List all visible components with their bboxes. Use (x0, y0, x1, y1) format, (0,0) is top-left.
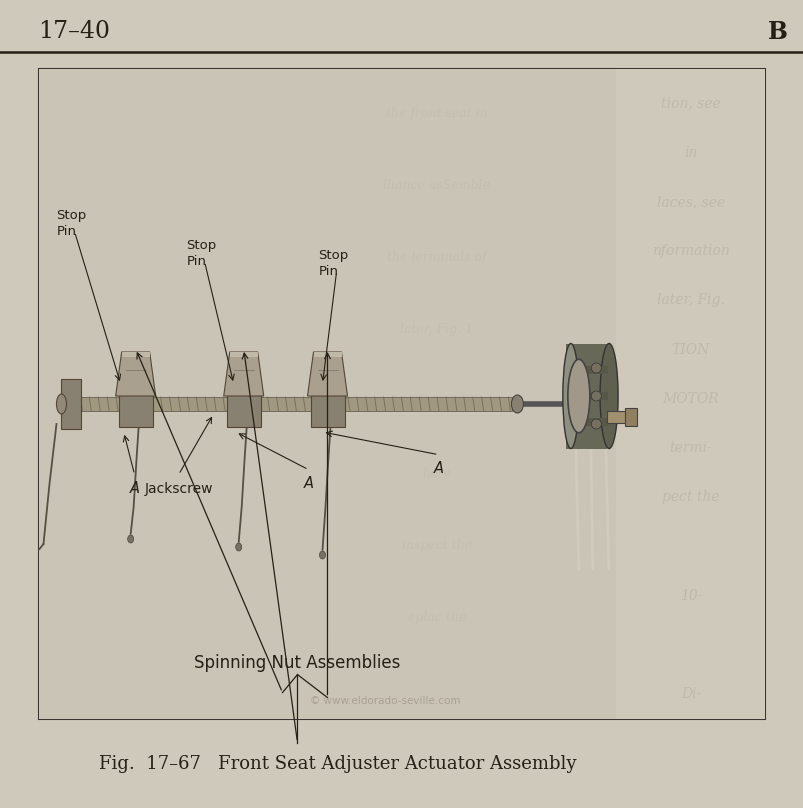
Ellipse shape (511, 395, 523, 413)
Text: inspect the: inspect the (402, 539, 471, 552)
Text: B: B (767, 20, 787, 44)
Bar (605, 411, 626, 423)
Ellipse shape (567, 360, 589, 433)
Bar (313, 352, 341, 357)
Text: laces, see: laces, see (656, 195, 724, 209)
Ellipse shape (562, 343, 578, 448)
Text: the front seat in: the front seat in (385, 107, 487, 120)
Text: © www.eldorado-seville.com: © www.eldorado-seville.com (310, 696, 460, 706)
Text: here: here (422, 467, 450, 480)
Circle shape (590, 391, 601, 401)
Text: lliance asSemble: lliance asSemble (383, 179, 490, 192)
Text: Stop
Pin: Stop Pin (186, 239, 217, 268)
Bar (39, 69, 616, 719)
Polygon shape (307, 352, 347, 396)
Bar (230, 352, 258, 357)
Text: Spinning Nut Assemblies: Spinning Nut Assemblies (194, 654, 400, 671)
Bar (121, 352, 149, 357)
Bar (61, 379, 81, 429)
Bar (67, 397, 512, 411)
Text: TION: TION (671, 343, 709, 356)
Text: A: A (433, 461, 443, 476)
Text: later, Fig. 1: later, Fig. 1 (400, 323, 473, 336)
Bar (119, 389, 153, 427)
Text: Jackscrew: Jackscrew (145, 482, 213, 495)
Bar (616, 69, 764, 719)
Bar (565, 343, 606, 448)
Text: eplac the: eplac the (407, 611, 466, 624)
Text: 17–40: 17–40 (38, 20, 110, 44)
Text: MOTOR: MOTOR (662, 392, 719, 406)
Bar (310, 389, 344, 427)
Ellipse shape (128, 535, 133, 543)
Bar (567, 392, 607, 400)
Text: A: A (129, 482, 140, 496)
Text: in: in (683, 146, 697, 160)
Bar (567, 419, 607, 427)
Ellipse shape (56, 394, 67, 414)
Bar (567, 366, 607, 374)
Polygon shape (116, 352, 156, 396)
Text: A: A (304, 476, 313, 491)
Text: nformation: nformation (651, 244, 729, 259)
Text: Stop
Pin: Stop Pin (56, 209, 87, 238)
Ellipse shape (599, 343, 618, 448)
Text: pect the: pect the (662, 490, 719, 504)
Text: Di-: Di- (680, 687, 700, 701)
Ellipse shape (235, 543, 242, 551)
Circle shape (590, 363, 601, 373)
Text: the lerminals of: the lerminals of (386, 251, 486, 264)
Text: tion, see: tion, see (660, 97, 719, 111)
Text: Stop
Pin: Stop Pin (318, 249, 349, 278)
Ellipse shape (319, 551, 325, 559)
Text: termi-: termi- (669, 441, 711, 455)
Bar (624, 408, 636, 426)
Polygon shape (223, 352, 263, 396)
Bar (39, 69, 764, 719)
Text: 10-: 10- (679, 589, 701, 603)
Circle shape (590, 419, 601, 429)
Text: Fig.  17–67   Front Seat Adjuster Actuator Assembly: Fig. 17–67 Front Seat Adjuster Actuator … (99, 755, 576, 772)
Bar (226, 389, 260, 427)
Text: LACE MOTOR: LACE MOTOR (391, 395, 482, 408)
Text: later, Fig.: later, Fig. (656, 293, 724, 308)
